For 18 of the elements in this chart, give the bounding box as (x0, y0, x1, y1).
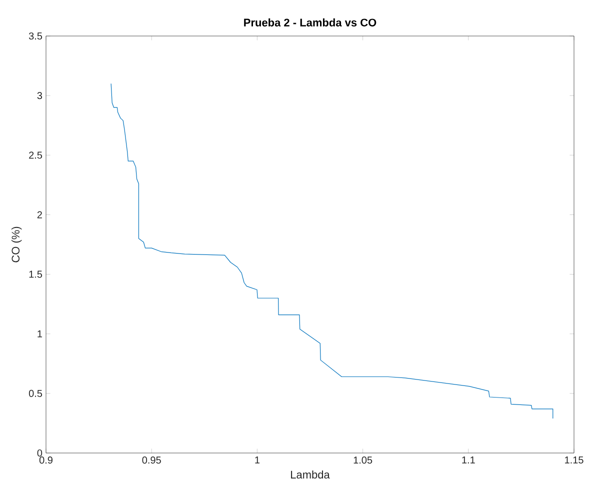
y-tick-label: 2.5 (29, 152, 42, 159)
y-axis-title: CO (%) (11, 226, 22, 262)
x-tick-label: 1.05 (354, 456, 372, 464)
y-tick-label: 0.5 (28, 390, 42, 397)
x-tick-label: 0.9 (39, 456, 52, 464)
y-tick-label: 1.5 (29, 270, 42, 278)
y-tick-label: 1 (38, 330, 42, 338)
y-tick-label: 0 (37, 449, 42, 457)
x-tick-label: 1.1 (462, 456, 475, 464)
x-tick-label: 0.95 (142, 456, 161, 464)
chart-title: Prueba 2 - Lambda vs CO (244, 18, 376, 26)
x-tick-label: 1 (255, 456, 260, 464)
y-tick-label: 3.5 (28, 32, 42, 40)
y-tick-label: 3 (37, 92, 42, 100)
x-tick-label: 1.15 (565, 456, 584, 464)
y-tick-label: 2 (37, 211, 42, 218)
x-axis-title: Lambda (291, 470, 330, 479)
line-series (110, 83, 554, 419)
